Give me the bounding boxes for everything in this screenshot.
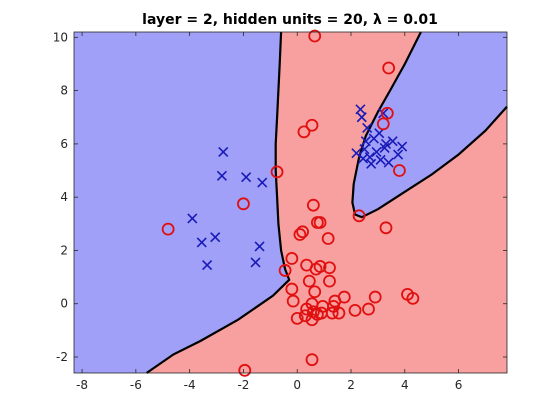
y-tick-label: 0 (60, 297, 68, 311)
y-tick-label: -2 (56, 350, 68, 364)
y-tick-label: 2 (60, 243, 68, 257)
x-tick-label: -6 (130, 378, 142, 392)
plot-area: -8 -6 -4 -2 0 2 4 6 -2 0 2 4 6 8 10 (53, 30, 507, 392)
x-tick-label: 2 (347, 378, 355, 392)
x-tick-label: 0 (293, 378, 301, 392)
y-tick-label: 10 (53, 30, 68, 44)
chart-title: layer = 2, hidden units = 20, λ = 0.01 (142, 12, 438, 28)
y-tick-label: 8 (60, 84, 68, 98)
x-tick-label: -4 (184, 378, 196, 392)
y-tick-label: 6 (60, 137, 68, 151)
x-tick-label: 6 (455, 378, 463, 392)
x-tick-label: -2 (237, 378, 249, 392)
x-tick-label: -8 (76, 378, 88, 392)
x-tick-label: 4 (401, 378, 409, 392)
y-tick-label: 4 (60, 190, 68, 204)
